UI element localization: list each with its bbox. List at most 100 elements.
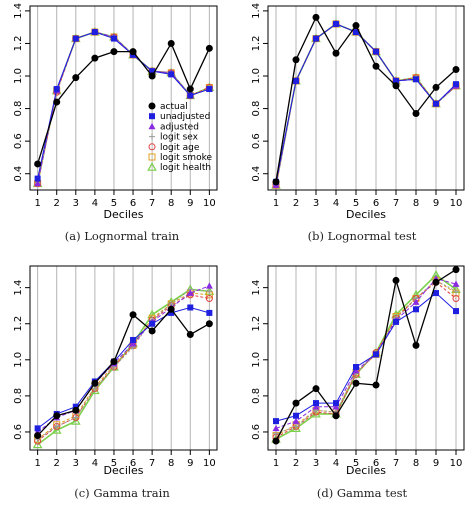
series-line-unadjusted: [275, 292, 457, 422]
x-tick-label: 7: [149, 198, 155, 209]
panel-caption: (a) Lognormal train: [65, 229, 180, 243]
y-tick-label: 1.4: [13, 280, 24, 296]
x-tick-label: 3: [73, 198, 79, 209]
point-unadjusted: [72, 35, 79, 42]
chart-panel-4: 0.6 0.8 1.0 1.2 1.4 1 2 3 4 5 6 7 8 9 10 Deciles (d) Gam…: [251, 265, 465, 500]
x-tick-label: 9: [187, 198, 193, 209]
point-logit-sex: [293, 423, 299, 430]
x-tick-label: 7: [393, 458, 399, 469]
point-unadjusted: [187, 304, 194, 311]
x-tick-label: 9: [433, 458, 439, 469]
x-tick-label: 6: [130, 458, 136, 469]
plot-frame: [267, 5, 465, 191]
point-unadjusted: [110, 35, 117, 42]
point-actual: [72, 406, 80, 414]
x-tick-label: 10: [203, 198, 216, 209]
point-actual: [53, 98, 61, 106]
point-actual: [205, 44, 213, 52]
point-unadjusted: [206, 309, 213, 316]
point-actual: [332, 49, 340, 57]
series-line-logit-health: [275, 273, 457, 440]
series-line-logit-smoke: [37, 292, 210, 440]
point-unadjusted: [168, 309, 175, 316]
series-line-actual: [275, 15, 457, 182]
point-adjusted: [272, 424, 280, 432]
point-actual: [91, 379, 99, 387]
point-actual: [167, 39, 175, 47]
y-tick-label: 1.0: [251, 352, 262, 368]
point-actual: [53, 412, 61, 420]
series-line-logit-sex: [275, 279, 457, 435]
point-unadjusted: [333, 20, 339, 27]
x-tick-label: 10: [203, 458, 216, 469]
plot-frame: [267, 265, 465, 451]
x-tick-label: 3: [313, 198, 319, 209]
legend-label-logit-sex: logit sex: [160, 133, 199, 143]
legend-marker-unadjusted: [149, 113, 155, 120]
point-unadjusted: [293, 412, 299, 419]
point-actual: [292, 399, 300, 407]
point-unadjusted: [149, 320, 156, 327]
point-adjusted: [186, 289, 194, 296]
point-logit-health: [70, 416, 81, 425]
x-tick-label: 8: [413, 458, 419, 469]
legend-marker-logit-smoke: [148, 153, 156, 161]
y-tick-label: 0.6: [13, 133, 24, 149]
x-axis-label: Deciles: [104, 208, 144, 221]
legend-marker-actual: [148, 102, 156, 110]
point-actual: [352, 379, 360, 387]
point-unadjusted: [313, 35, 319, 42]
series-line-unadjusted: [37, 31, 210, 179]
chart-panel-1: 0.4 0.6 0.8 1.0 1.2 1.4 1 2 3 4 5 6 7 8 9 10 Deciles (a) …: [13, 3, 218, 243]
x-tick-label: 5: [111, 198, 117, 209]
point-actual: [412, 341, 420, 349]
point-actual: [129, 48, 137, 56]
point-unadjusted: [130, 336, 137, 343]
chart-panel-3: 0.6 0.8 1.0 1.2 1.4 1 2 3 4 5 6 7 8 9 10 Deciles (c) Gam…: [13, 265, 218, 500]
series-line-logit-smoke: [275, 23, 457, 186]
point-actual: [452, 66, 460, 74]
series-line-adjusted: [37, 285, 210, 433]
legend-marker-logit-age: [148, 143, 156, 151]
point-unadjusted: [53, 86, 60, 93]
series-line-adjusted: [275, 278, 457, 429]
point-unadjusted: [168, 71, 175, 78]
x-tick-label: 1: [34, 458, 40, 469]
point-actual: [72, 74, 80, 82]
x-tick-label: 1: [273, 198, 279, 209]
y-tick-label: 1.2: [251, 316, 262, 332]
point-logit-age: [452, 294, 460, 302]
y-tick-label: 0.8: [251, 101, 262, 117]
y-tick-label: 0.8: [251, 388, 262, 404]
x-tick-label: 5: [111, 458, 117, 469]
point-actual: [372, 381, 380, 389]
legend-marker-adjusted: [148, 122, 156, 130]
y-tick-label: 1.2: [13, 35, 24, 51]
point-actual: [148, 327, 156, 335]
point-actual: [392, 82, 400, 90]
series-line-actual: [37, 41, 210, 165]
point-actual: [34, 160, 42, 168]
point-unadjusted: [34, 425, 41, 432]
point-actual: [110, 358, 118, 366]
point-unadjusted: [149, 68, 156, 75]
point-actual: [412, 109, 420, 117]
series-line-adjusted: [275, 23, 457, 186]
x-tick-label: 2: [293, 198, 299, 209]
point-actual: [352, 22, 360, 30]
y-tick-label: 1.2: [13, 316, 24, 332]
point-actual: [148, 72, 156, 80]
series-line-logit-sex: [275, 23, 457, 186]
point-logit-sex: [273, 430, 279, 437]
series-line-logit-age: [275, 23, 457, 186]
x-tick-label: 6: [373, 458, 379, 469]
point-unadjusted: [206, 86, 213, 93]
point-actual: [432, 83, 440, 91]
y-tick-label: 0.8: [13, 388, 24, 404]
point-unadjusted: [373, 351, 379, 358]
point-unadjusted: [453, 308, 459, 315]
x-tick-label: 4: [333, 198, 339, 209]
x-tick-label: 6: [373, 198, 379, 209]
x-tick-label: 3: [313, 458, 319, 469]
